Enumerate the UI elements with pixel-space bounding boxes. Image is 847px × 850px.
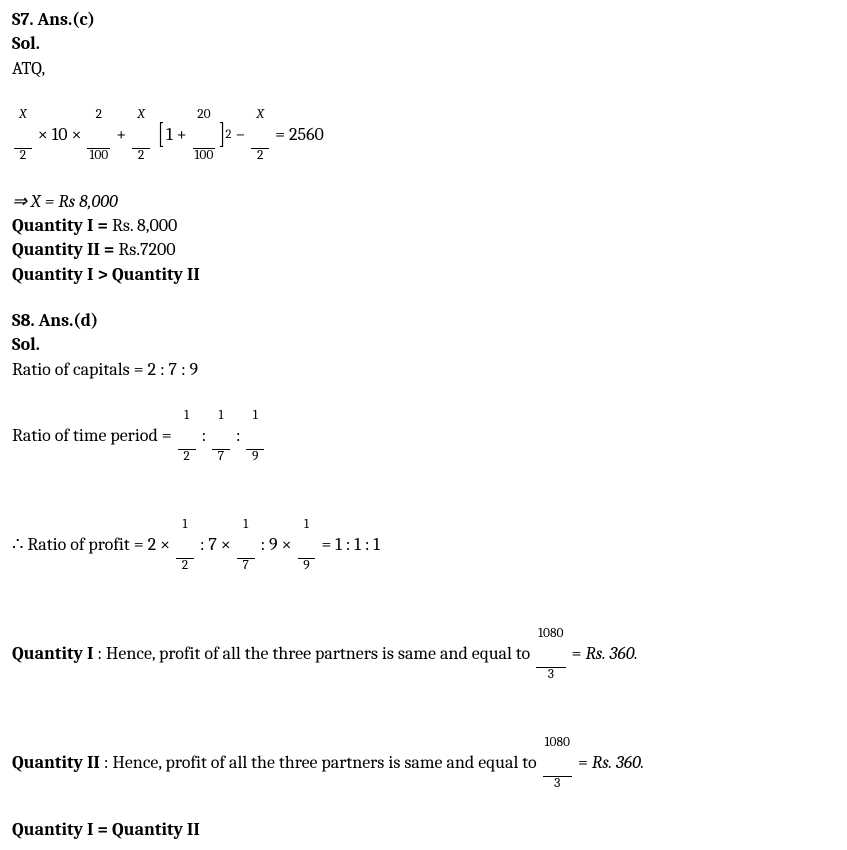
eq-rs-b: = bbox=[574, 751, 592, 775]
s7-result-line: ⇒ X = Rs 8,000 bbox=[12, 190, 835, 214]
s8-compare: Quantity I = Quantity II bbox=[12, 818, 835, 842]
s7-q2-label: Quantity II = bbox=[12, 239, 118, 260]
colon-a: : bbox=[198, 424, 211, 448]
left-bracket: [ bbox=[158, 121, 164, 150]
s8-q2-text: : Hence, profit of all the three partner… bbox=[100, 751, 541, 775]
colon-b: : bbox=[232, 424, 245, 448]
seven-times: : 7 × bbox=[196, 533, 235, 557]
frac-20-over-100: 20 100 bbox=[193, 81, 216, 190]
profit-result: = 1 : 1 : 1 bbox=[317, 533, 379, 557]
s8-ratio-time-label: Ratio of time period = bbox=[12, 424, 176, 448]
s8-q1-text: : Hence, profit of all the three partner… bbox=[93, 642, 534, 666]
s8-ratio-profit: ∴ Ratio of profit = 2 × 1 2 : 7 × 1 7 : … bbox=[12, 491, 835, 600]
s7-heading: S7. Ans.(c) bbox=[12, 8, 835, 32]
nine-times: : 9 × bbox=[257, 533, 296, 557]
frac-1080-over-3-b: 1080 3 bbox=[543, 709, 572, 818]
s7-atq: ATQ, bbox=[12, 57, 835, 81]
frac-x-over-2-a: X 2 bbox=[14, 81, 32, 190]
one-plus: 1 + bbox=[166, 123, 190, 147]
frac-1-over-2: 1 2 bbox=[178, 382, 196, 491]
s8-ratio-capitals: Ratio of capitals = 2 : 7 : 9 bbox=[12, 358, 835, 382]
frac-x-over-2-c: X 2 bbox=[251, 81, 269, 190]
rs360-b: Rs. 360. bbox=[592, 751, 644, 775]
s8-ratio-time: Ratio of time period = 1 2 : 1 7 : 1 9 bbox=[12, 382, 835, 491]
s8-ratio-profit-label: ∴ Ratio of profit = 2 × bbox=[12, 533, 174, 557]
s7-equation: X 2 × 10 × 2 100 + X 2 [ 1 + 20 100 ] 2 … bbox=[12, 81, 835, 190]
frac-2-over-100: 2 100 bbox=[87, 81, 110, 190]
s8-quantity1-line: Quantity I : Hence, profit of all the th… bbox=[12, 600, 835, 709]
s7-q1-label: Quantity I = bbox=[12, 215, 112, 236]
right-bracket: ] bbox=[219, 121, 225, 150]
s8-quantity2-line: Quantity II : Hence, profit of all the t… bbox=[12, 709, 835, 818]
frac-1-over-2-b: 1 2 bbox=[176, 491, 194, 600]
s7-q1-val: Rs. 8,000 bbox=[112, 215, 177, 236]
frac-1080-over-3-a: 1080 3 bbox=[536, 600, 565, 709]
s8-heading: S8. Ans.(d) bbox=[12, 309, 835, 333]
s8-q2-label: Quantity II bbox=[12, 751, 100, 775]
s7-compare: Quantity I > Quantity II bbox=[12, 263, 835, 287]
s7-quantity2: Quantity II = Rs.7200 bbox=[12, 238, 835, 262]
rs360-a: Rs. 360. bbox=[585, 642, 637, 666]
minus: − bbox=[231, 123, 249, 147]
s7-q2-val: Rs.7200 bbox=[118, 239, 175, 260]
section-gap bbox=[12, 287, 835, 309]
frac-1-over-7-b: 1 7 bbox=[237, 491, 255, 600]
equals-2560: = 2560 bbox=[271, 123, 324, 147]
frac-1-over-7: 1 7 bbox=[212, 382, 230, 491]
s7-quantity1: Quantity I = Rs. 8,000 bbox=[12, 214, 835, 238]
frac-x-over-2-b: X 2 bbox=[132, 81, 150, 190]
frac-1-over-9-b: 1 9 bbox=[298, 491, 316, 600]
plus-a: + bbox=[112, 123, 130, 147]
frac-1-over-9: 1 9 bbox=[246, 382, 264, 491]
eq-rs-a: = bbox=[568, 642, 586, 666]
solution-page: S7. Ans.(c) Sol. ATQ, X 2 × 10 × 2 100 +… bbox=[0, 0, 847, 850]
times-10-times: × 10 × bbox=[34, 123, 86, 147]
s8-sol-label: Sol. bbox=[12, 333, 835, 357]
s7-sol-label: Sol. bbox=[12, 32, 835, 56]
s8-q1-label: Quantity I bbox=[12, 642, 93, 666]
